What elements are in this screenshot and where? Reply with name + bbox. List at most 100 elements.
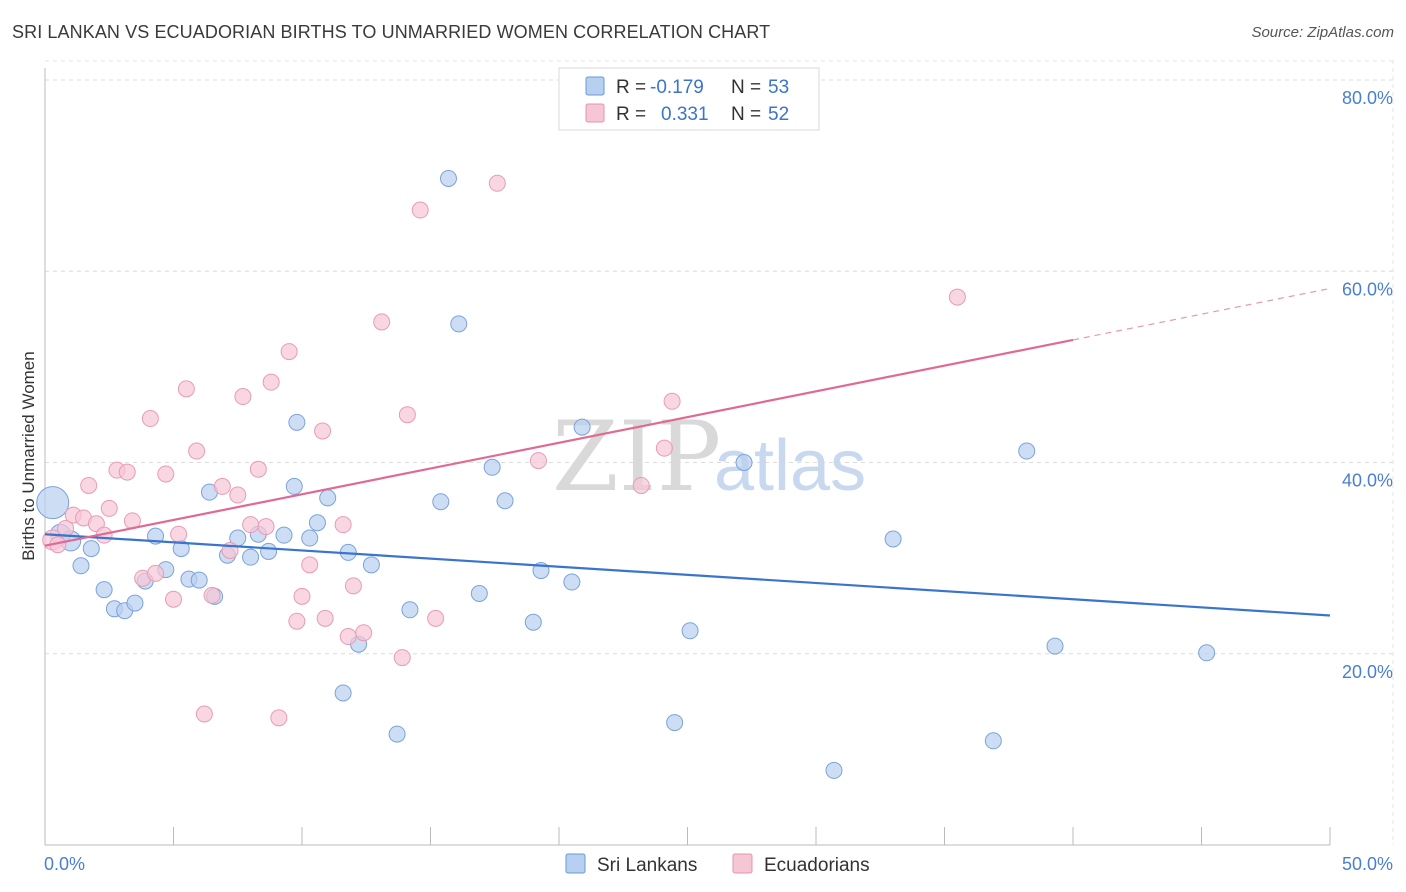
ecuadorians-point xyxy=(301,556,319,574)
y-axis-title: Births to Unmarried Women xyxy=(19,351,38,560)
axes xyxy=(44,68,1331,846)
x-tick-label-max: 50.0% xyxy=(1342,854,1393,874)
ecuadorians-point xyxy=(411,201,429,219)
sri-lankans-point xyxy=(681,622,699,640)
ecuadorians-point xyxy=(334,516,352,534)
ecuadorians-point xyxy=(249,460,267,478)
sri-lankans-point xyxy=(36,486,70,520)
ecuadorians-point xyxy=(157,465,175,483)
ecuadorians-point xyxy=(280,343,298,361)
ecuadorians-point xyxy=(393,649,411,667)
sri-lankans-point xyxy=(450,315,468,333)
ecuadorians-point xyxy=(948,288,966,306)
sri-lankans-point xyxy=(439,169,457,187)
sri-lankans-point xyxy=(432,493,450,511)
sri-lankans-point xyxy=(308,514,326,532)
ecuadorians-trend-line xyxy=(44,338,1074,547)
ecuadorians-point xyxy=(203,586,221,604)
ecuadorians-point xyxy=(270,709,288,727)
watermark-zip: ZIP xyxy=(552,401,721,513)
chart-title: SRI LANKAN VS ECUADORIAN BIRTHS TO UNMAR… xyxy=(12,22,771,42)
sri-lankans-point xyxy=(301,529,319,547)
ecuadorians-point xyxy=(339,628,357,646)
sri-lankans-point xyxy=(1198,644,1216,662)
sri-lankans-point xyxy=(825,761,843,779)
legend-n-value-1: 53 xyxy=(768,77,789,98)
bottom-legend-swatch-sri-lankans xyxy=(565,853,586,874)
sri-lankans-point xyxy=(1018,442,1036,460)
sri-lankans-point xyxy=(563,573,581,591)
x-tick-label-min: 0.0% xyxy=(44,854,85,874)
sri-lankans-point xyxy=(884,530,902,548)
y-tick-label: 60.0% xyxy=(1342,279,1393,299)
sri-lankans-point xyxy=(285,477,303,495)
correlation-legend: R = -0.179 N = 53 R = 0.331 N = 52 xyxy=(558,67,820,131)
legend-r-label-2: R = xyxy=(616,104,646,125)
sri-lankans-point xyxy=(401,601,419,619)
source-credit: Source: ZipAtlas.com xyxy=(1251,24,1394,41)
ecuadorians-point xyxy=(118,463,136,481)
sri-lankans-point xyxy=(126,594,144,612)
bottom-legend-label-ecuadorians: Ecuadorians xyxy=(764,855,870,876)
sri-lankans-point xyxy=(334,684,352,702)
sri-lankans-point xyxy=(260,542,278,560)
ecuadorians-point xyxy=(398,406,416,424)
sri-lankans-point xyxy=(666,714,684,732)
ecuadorians-point xyxy=(141,410,159,428)
ecuadorians-point xyxy=(195,705,213,723)
sri-lankans-trend-line xyxy=(44,533,1331,617)
sri-lankans-point xyxy=(524,613,542,631)
legend-r-label-1: R = xyxy=(616,77,646,98)
sri-lankans-point xyxy=(984,732,1002,750)
sri-lankans-point xyxy=(1046,637,1064,655)
sri-lankans-point xyxy=(573,418,591,436)
series-legend: Sri Lankans Ecuadorians xyxy=(565,853,870,876)
watermark: ZIP atlas xyxy=(552,401,866,513)
bottom-legend-swatch-ecuadorians xyxy=(732,853,753,874)
sri-lankans-point xyxy=(496,492,514,510)
ecuadorians-point xyxy=(529,452,547,470)
grid-lines xyxy=(45,60,1394,845)
ecuadorians-point xyxy=(213,477,231,495)
ecuadorians-point xyxy=(100,499,118,517)
y-tick-labels: 20.0% 40.0% 60.0% 80.0% xyxy=(1342,88,1393,682)
sri-lankans-point xyxy=(190,571,208,589)
ecuadorians-point xyxy=(663,392,681,410)
bottom-legend-label-sri-lankans: Sri Lankans xyxy=(597,855,697,876)
ecuadorians-point xyxy=(293,587,311,605)
ecuadorians-point xyxy=(170,525,188,543)
ecuadorians-point xyxy=(314,422,332,440)
sri-lankans-point xyxy=(470,585,488,603)
legend-n-value-2: 52 xyxy=(768,104,789,125)
legend-r-value-1: -0.179 xyxy=(650,77,704,98)
ecuadorians-point xyxy=(288,612,306,630)
ecuadorians-point xyxy=(165,590,182,608)
ecuadorians-point xyxy=(355,624,373,642)
ecuadorians-point xyxy=(229,486,247,504)
ecuadorians-point xyxy=(80,476,98,494)
sri-lankans-point xyxy=(275,526,293,544)
ecuadorians-point xyxy=(234,388,252,406)
sri-lankans-point xyxy=(483,458,501,476)
sri-lankans-point xyxy=(95,581,113,599)
ecuadorians-point xyxy=(147,564,165,582)
sri-lankans-point xyxy=(72,557,90,575)
legend-swatch-ecuadorians xyxy=(585,103,605,123)
legend-n-label-1: N = xyxy=(731,77,761,98)
ecuadorians-point xyxy=(242,516,260,534)
sri-lankans-point xyxy=(319,489,337,507)
ecuadorians-point xyxy=(344,577,362,595)
ecuadorians-point xyxy=(655,439,673,457)
legend-n-label-2: N = xyxy=(731,104,761,125)
ecuadorians-trend-extension xyxy=(1072,287,1331,341)
sri-lankans-point xyxy=(362,556,380,574)
ecuadorians-point xyxy=(488,174,506,192)
ecuadorians-point xyxy=(427,609,445,627)
legend-swatch-sri-lankans xyxy=(585,76,605,96)
ecuadorians-point xyxy=(188,442,206,460)
data-points xyxy=(36,169,1216,779)
ecuadorians-point xyxy=(632,476,650,494)
ecuadorians-point xyxy=(262,373,280,391)
ecuadorians-point xyxy=(316,609,334,627)
